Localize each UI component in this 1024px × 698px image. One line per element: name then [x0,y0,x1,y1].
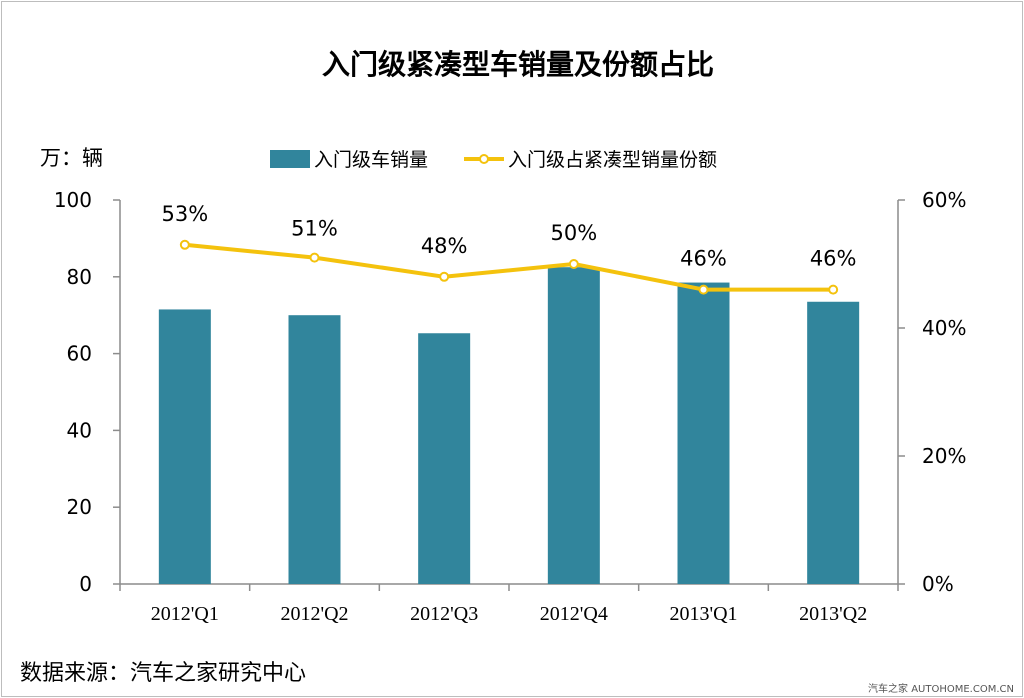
legend-line-label: 入门级占紧凑型销量份额 [508,149,717,171]
left-tick-label: 40 [67,418,92,442]
share-point [309,252,320,263]
data-labels: 53% 51% 48% 50% 46% 46% [161,202,856,271]
share-point [828,284,839,295]
bars [158,267,860,584]
share-line-path [184,242,834,292]
share-data-label: 46% [810,247,857,271]
share-data-label: 50% [550,221,597,245]
x-tick-label: 2012'Q1 [151,603,219,625]
chart-title: 入门级紧凑型车销量及份额占比 [322,48,714,81]
source-note: 数据来源：汽车之家研究中心 [20,661,306,686]
left-axis-unit: 万：辆 [40,146,103,170]
right-tick-label: 20% [922,444,966,468]
share-point [698,284,709,295]
bar-sales [677,282,730,584]
x-tick-label: 2013'Q1 [669,603,737,625]
bar-sales [807,301,860,584]
right-tick-label: 60% [922,188,966,212]
x-tick-label: 2012'Q4 [540,603,608,625]
x-tick-label: 2012'Q2 [280,603,348,625]
share-line [179,239,839,295]
left-tick-label: 60 [67,342,92,366]
left-tick-label: 80 [67,265,92,289]
legend-bar-label: 入门级车销量 [314,149,428,171]
axes: 0 20 40 60 80 100 0% 20% 40% 60% 2012'Q1 2012'Q2 201… [54,188,967,625]
bar-sales [158,309,211,584]
left-tick-label: 20 [67,495,92,519]
share-data-label: 48% [421,234,468,258]
x-tick-label: 2012'Q3 [410,603,478,625]
share-point [179,239,190,250]
bar-sales [288,315,341,584]
bar-sales [418,333,471,584]
legend: 入门级车销量 入门级占紧凑型销量份额 [270,149,717,171]
legend-bar-swatch [270,150,310,168]
share-data-label: 46% [680,247,727,271]
share-point [568,259,579,269]
right-tick-label: 40% [922,316,966,340]
share-data-label: 53% [161,202,208,226]
watermark: 汽车之家 AUTOHOME.COM.CN [868,682,1014,695]
bar-sales [547,267,600,584]
right-tick-label: 0% [922,572,954,596]
share-data-label: 51% [291,217,338,241]
share-point [439,271,450,282]
left-tick-label: 0 [79,572,92,596]
left-tick-label: 100 [54,188,92,212]
legend-line-marker [479,154,489,164]
x-tick-label: 2013'Q2 [799,603,867,625]
